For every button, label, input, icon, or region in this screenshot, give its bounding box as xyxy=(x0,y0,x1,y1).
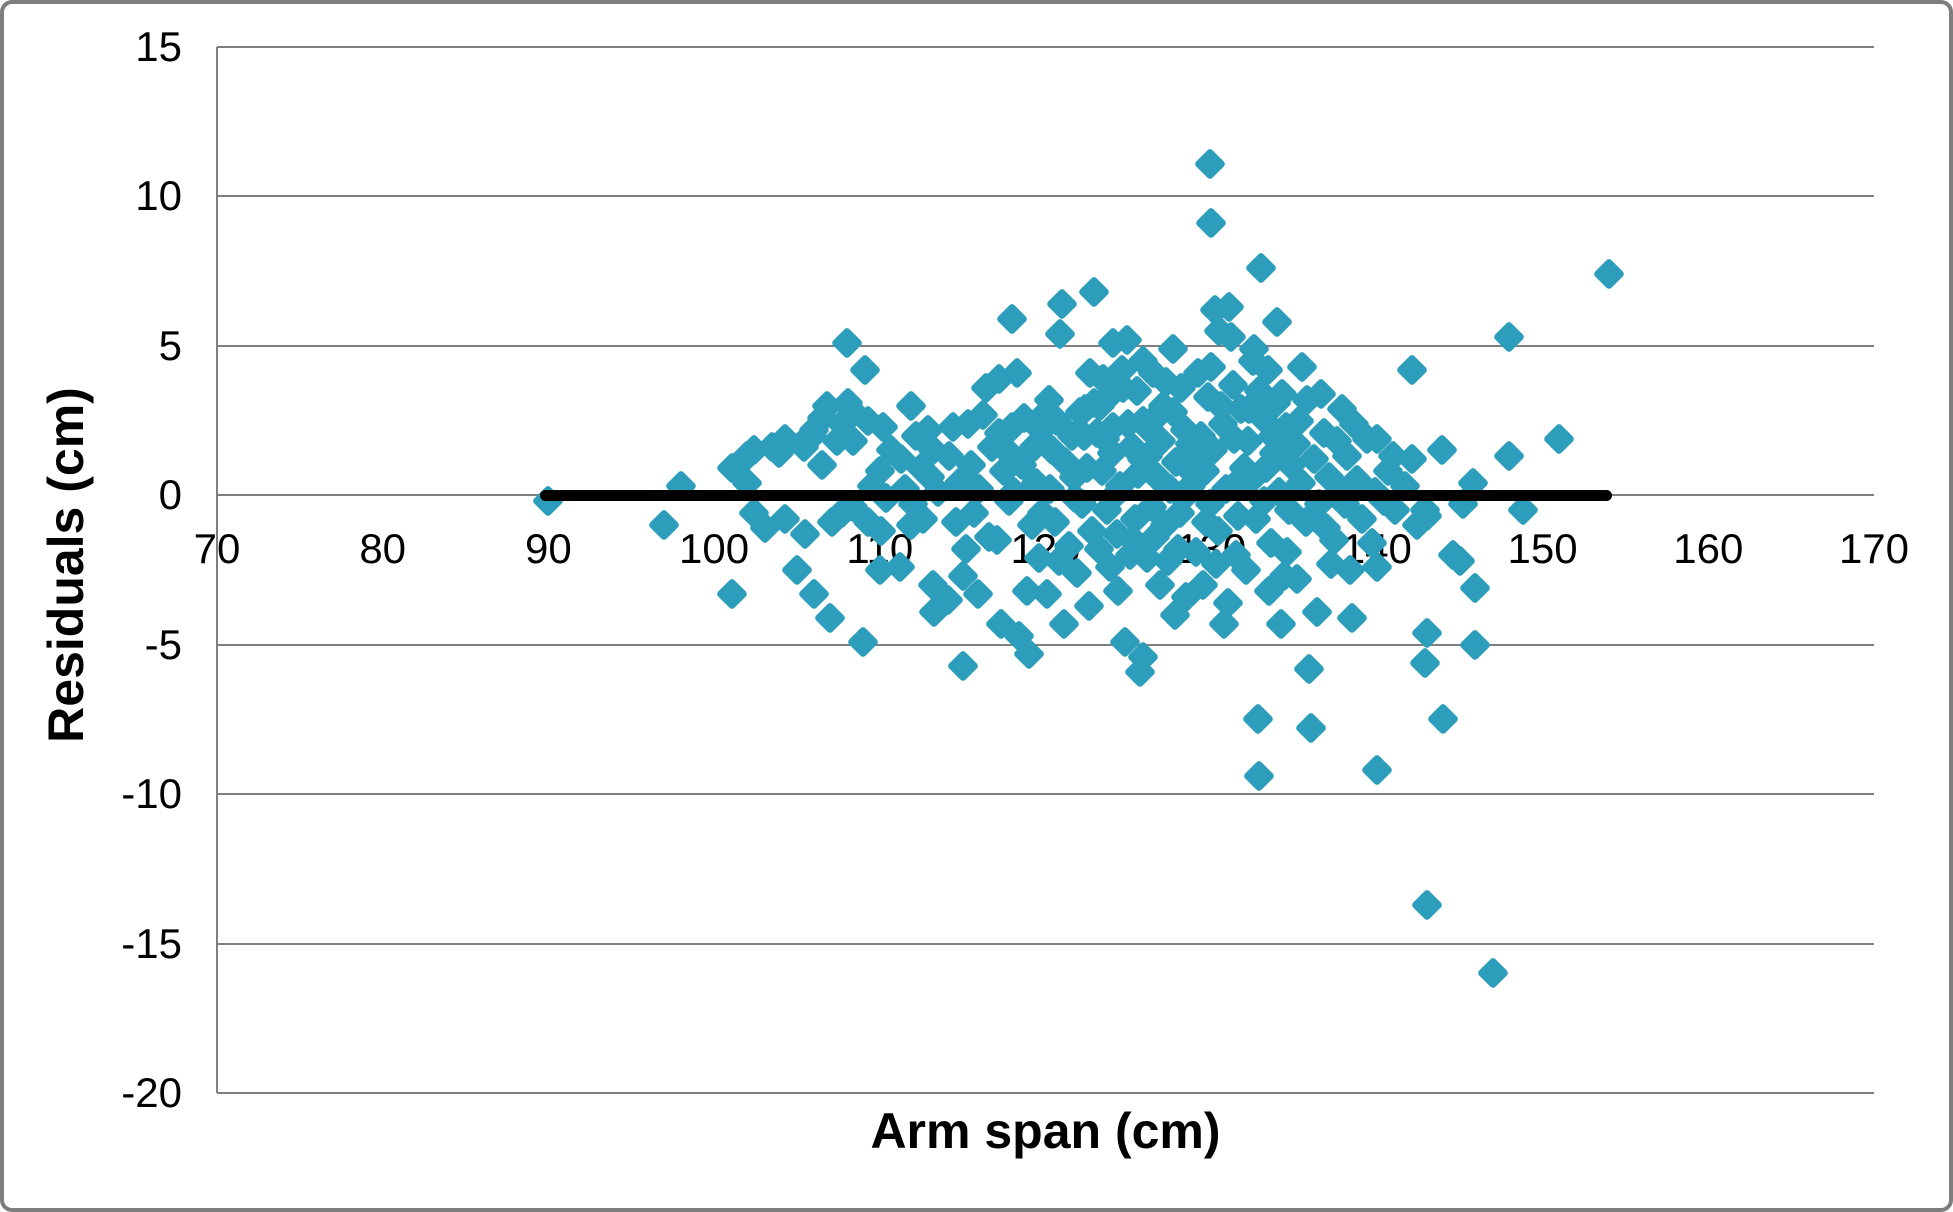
data-point-diamond xyxy=(1045,287,1079,321)
data-point-diamond xyxy=(1242,759,1276,793)
x-tick-label: 160 xyxy=(1673,525,1744,573)
data-point-diamond xyxy=(848,353,882,387)
y-tick-label: 5 xyxy=(158,321,182,369)
data-point-diamond xyxy=(1360,753,1394,787)
data-point-diamond xyxy=(1493,440,1526,473)
data-point-diamond xyxy=(1193,147,1226,180)
gridline-y--20 xyxy=(217,1092,1874,1094)
data-point-diamond xyxy=(1300,595,1334,629)
x-tick-label: 100 xyxy=(679,525,750,573)
data-point-diamond xyxy=(1476,957,1510,990)
data-point-diamond xyxy=(996,302,1029,336)
data-point-diamond xyxy=(1395,353,1428,387)
x-tick-label: 90 xyxy=(525,525,572,573)
data-point-diamond xyxy=(1458,571,1491,605)
data-point-diamond xyxy=(1244,251,1278,285)
data-point-diamond xyxy=(1261,305,1294,339)
data-point-diamond xyxy=(1425,434,1458,467)
gridline-y-15 xyxy=(217,46,1874,48)
data-point-diamond xyxy=(846,625,880,658)
y-tick-label: 0 xyxy=(158,471,182,519)
y-tick-label: -20 xyxy=(121,1069,182,1116)
data-point-diamond xyxy=(1156,332,1190,366)
data-point-diamond xyxy=(1408,646,1442,679)
y-axis-title: Residuals (cm) xyxy=(38,387,94,743)
zero-reference-line xyxy=(540,489,1613,501)
data-point-diamond xyxy=(1426,703,1460,736)
gridline-y--15 xyxy=(217,942,1874,945)
y-tick-label: -5 xyxy=(144,620,182,668)
gridline-y--10 xyxy=(217,793,1874,796)
x-tick-label: 170 xyxy=(1838,525,1910,573)
data-point-diamond xyxy=(1294,712,1327,745)
data-point-diamond xyxy=(1542,422,1576,455)
gridline-y--5 xyxy=(217,643,1874,646)
data-point-diamond xyxy=(1241,703,1274,736)
y-tick-label: -15 xyxy=(121,919,182,967)
gridline-y-5 xyxy=(217,344,1874,347)
y-tick-label: 10 xyxy=(135,172,182,220)
data-point-diamond xyxy=(1077,275,1110,309)
data-point-diamond xyxy=(1410,888,1443,921)
x-tick-label: 80 xyxy=(359,525,407,573)
data-point-diamond xyxy=(895,389,928,422)
x-tick-label: 150 xyxy=(1507,525,1578,573)
data-point-diamond xyxy=(716,577,749,611)
gridline-y-10 xyxy=(217,195,1874,198)
data-point-diamond xyxy=(1072,589,1105,623)
data-point-diamond xyxy=(830,326,863,360)
data-point-diamond xyxy=(1194,207,1228,240)
data-point-diamond xyxy=(780,553,814,587)
data-point-diamond xyxy=(1047,607,1080,641)
y-axis-line xyxy=(216,47,218,1093)
data-point-diamond xyxy=(1458,628,1491,661)
x-axis-title: Arm span (cm) xyxy=(870,1103,1221,1159)
data-point-diamond xyxy=(946,649,979,682)
x-tick-label: 70 xyxy=(193,525,241,573)
data-point-diamond xyxy=(1292,652,1326,685)
data-point-diamond xyxy=(1286,350,1319,384)
data-point-diamond xyxy=(1592,257,1626,291)
data-point-diamond xyxy=(813,601,847,635)
data-point-diamond xyxy=(1264,607,1298,641)
y-tick-label: 15 xyxy=(135,23,182,70)
y-tick-label: -10 xyxy=(121,770,182,818)
data-point-diamond xyxy=(1493,320,1526,354)
data-point-diamond xyxy=(1335,601,1369,635)
